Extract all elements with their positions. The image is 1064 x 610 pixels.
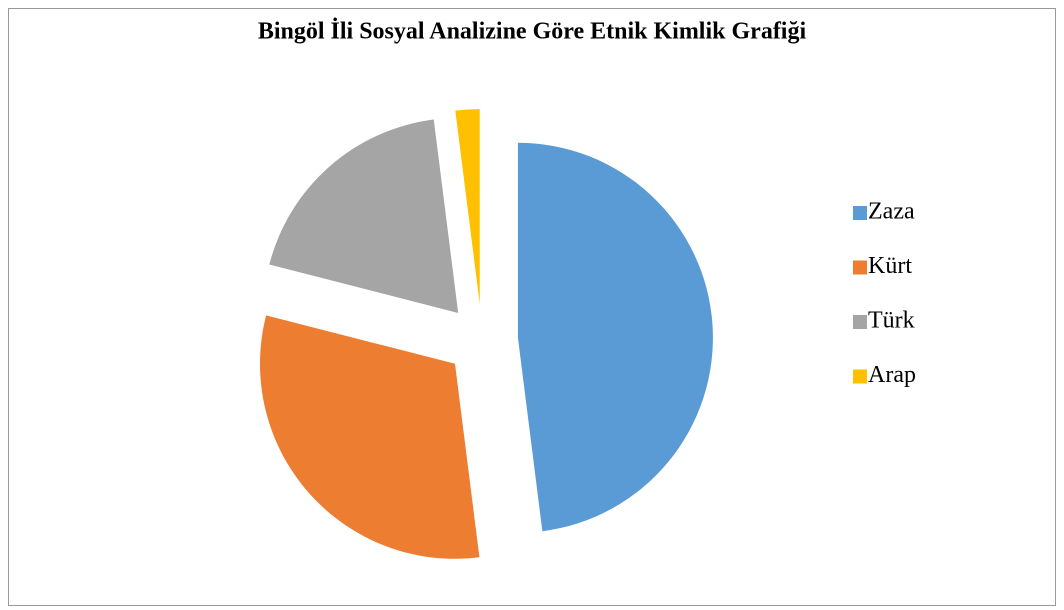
legend-swatch [853,206,867,220]
pie-slice [455,109,480,305]
legend-swatch [853,315,867,329]
chart-title: Bingöl İli Sosyal Analizine Göre Etnik K… [258,19,807,45]
legend-label: Arap [868,362,916,388]
pie-slice [259,315,480,559]
legend-swatch [853,260,867,275]
pie-slice [269,119,459,313]
legend-swatch [853,369,867,384]
legend-label: Zaza [868,199,915,225]
legend-label: Kürt [868,253,912,279]
legend-label: Türk [868,308,915,334]
pie-slice [517,142,713,532]
